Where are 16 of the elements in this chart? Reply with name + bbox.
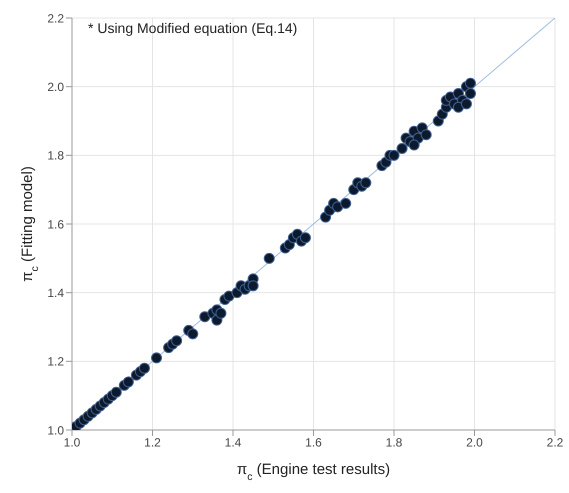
x-tick-label: 1.4 (224, 436, 242, 450)
y-tick-label: 1.6 (47, 217, 64, 232)
x-tick-label: 1.8 (386, 436, 403, 450)
y-tick-label: 1.2 (47, 354, 64, 369)
y-tick-label: 2.2 (47, 11, 64, 26)
x-tick-label: 1.0 (64, 436, 81, 450)
x-tick-label: 2.2 (546, 436, 564, 450)
y-tick-label: 1.0 (47, 423, 64, 438)
x-tick-label: 2.0 (466, 436, 484, 450)
x-tick-label: 1.6 (305, 436, 322, 450)
x-tick-label: 1.2 (144, 436, 162, 450)
y-tick-label: 2.0 (47, 80, 64, 94)
annotation: * Using Modified equation (Eq.14) (88, 20, 298, 36)
x-axis-title: π$_{c}$ (Engine test results) (236, 461, 390, 483)
y-tick-label: 1.4 (47, 286, 64, 300)
y-tick-label: 1.8 (47, 148, 64, 163)
